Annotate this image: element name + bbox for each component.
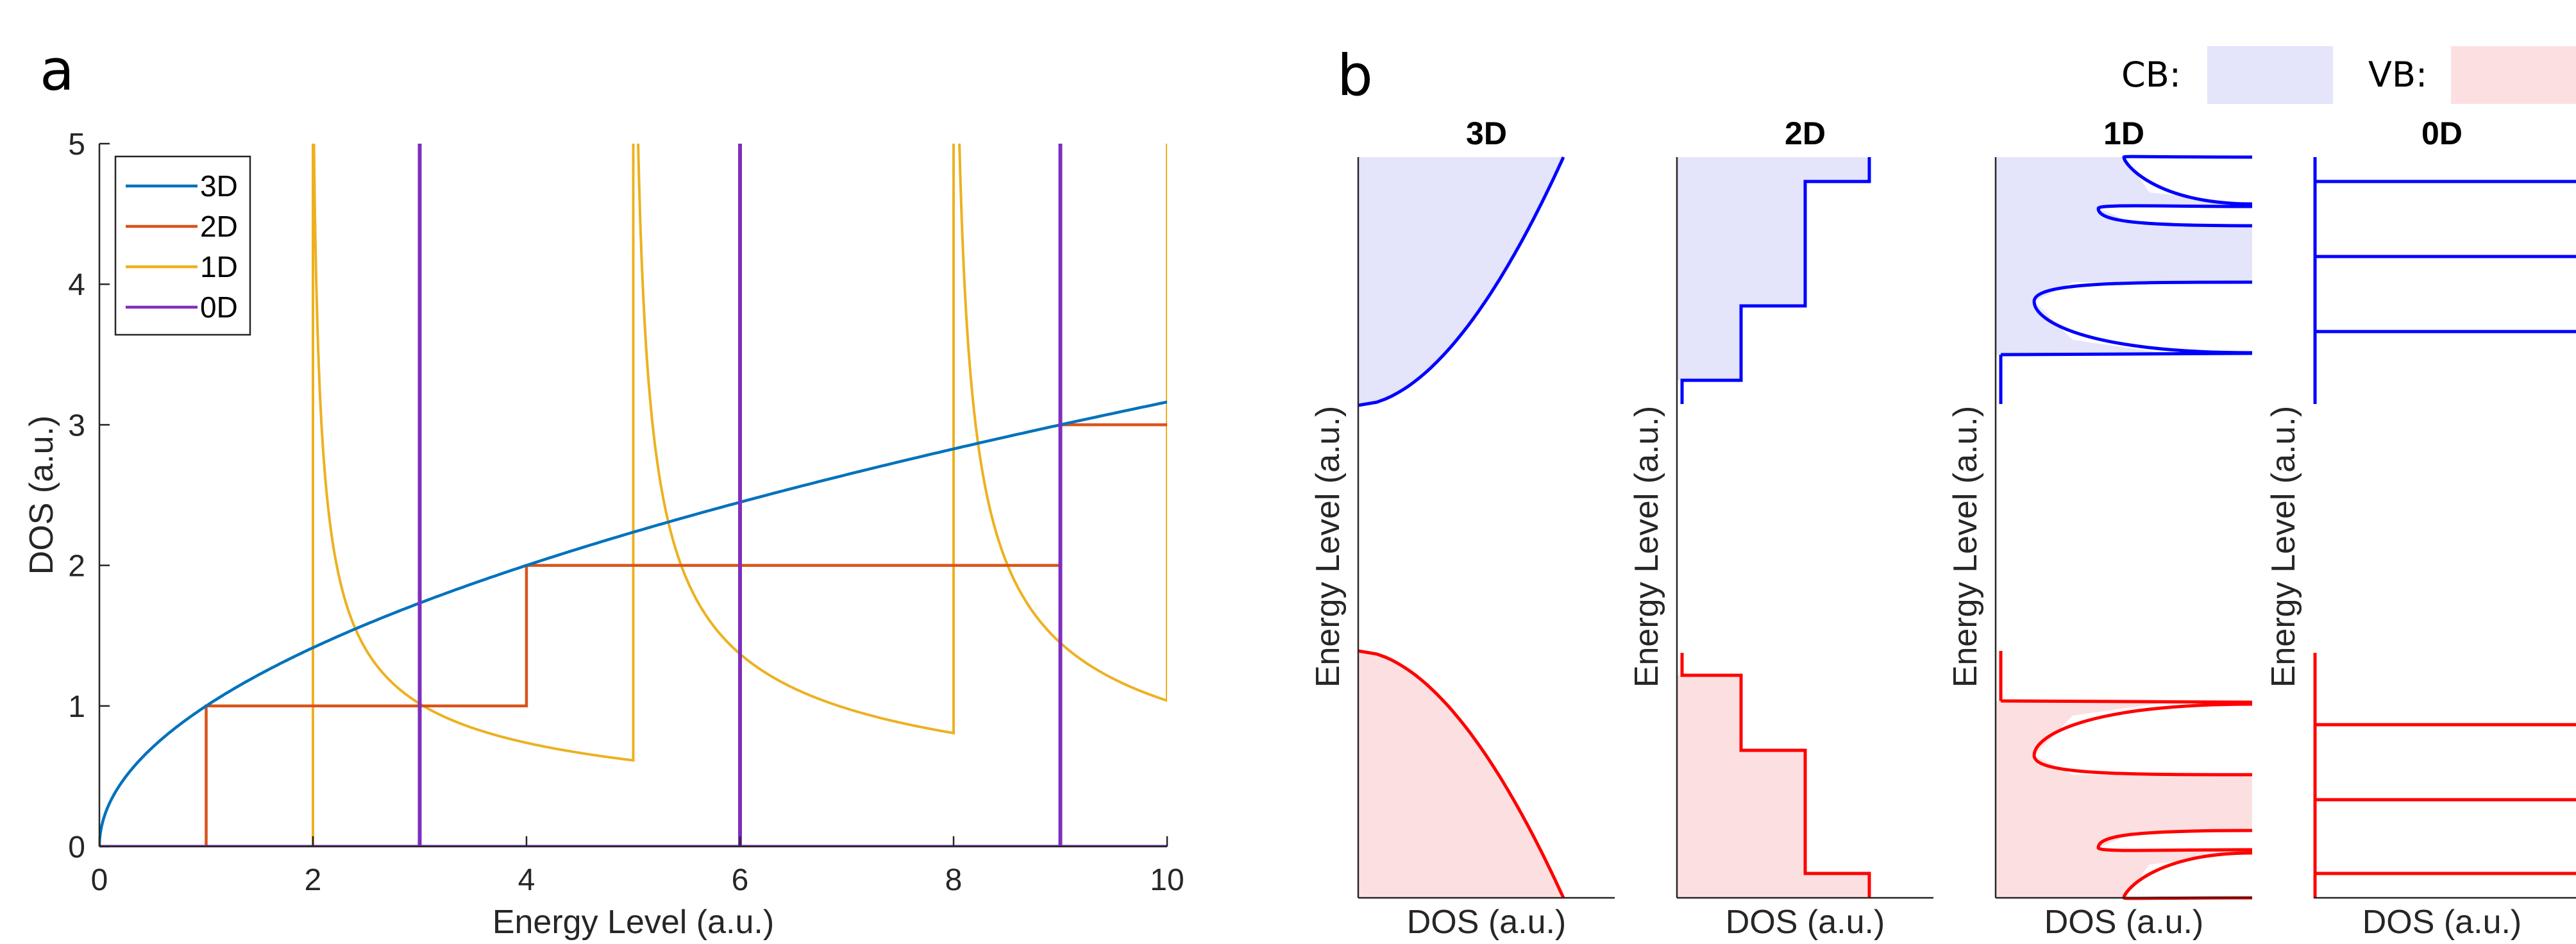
vb-dos-curve	[2032, 702, 2253, 777]
vb-fill	[1677, 675, 1869, 898]
y-tick-label: 4	[68, 268, 85, 302]
vb-fill	[1996, 701, 2252, 898]
series-3d-line	[99, 400, 1167, 847]
legend-label-3d: 3D	[200, 169, 238, 203]
x-tick-label: 0	[91, 863, 108, 897]
cb-dos-curve	[2032, 280, 2253, 355]
subplot-x-label: DOS (a.u.)	[1407, 904, 1567, 941]
x-tick-label: 8	[945, 863, 963, 897]
subplot-y-label: Energy Level (a.u.)	[1628, 406, 1665, 687]
panel-a-axes: 0 2 4 6 8 10 0 1 2 3 4 5 Energy Level (a.u.) DOS (a.u…	[23, 128, 1184, 941]
cb-fill	[1996, 157, 2252, 355]
y-tick-label: 5	[68, 128, 85, 162]
vb-dos-curve	[2000, 699, 2253, 704]
vb-legend-label: VB:	[2368, 55, 2427, 95]
panel-b-letter: b	[1337, 42, 1373, 108]
cb-legend-swatch	[2207, 46, 2333, 104]
panel-b-charts: 3D DOS (a.u.) Energy Level (a.u.) 2D DOS (a.…	[1309, 115, 2576, 941]
y-tick-label: 0	[68, 830, 85, 864]
x-axis-label: Energy Level (a.u.)	[492, 904, 774, 941]
panel-b-subplot-0d: 0D DOS (a.u.) Energy Level (a.u.)	[2265, 115, 2576, 941]
y-axis-label: DOS (a.u.)	[23, 416, 60, 575]
panel-a-legend: 3D 2D 1D 0D	[114, 155, 251, 336]
vb-fill	[1358, 651, 1563, 898]
legend-label-2d: 2D	[200, 210, 238, 243]
vb-dos-curve	[2096, 829, 2253, 852]
cb-dos-curve	[2096, 204, 2253, 228]
cb-fill	[1677, 157, 1869, 380]
y-tick-label: 1	[68, 690, 85, 724]
panel-a-chart: 0 2 4 6 8 10 0 1 2 3 4 5 Energy Level (a.u.) DOS (a.u…	[23, 128, 1184, 941]
subplot-y-label: Energy Level (a.u.)	[2265, 406, 2302, 687]
legend-label-0d: 0D	[200, 291, 238, 324]
subplot-x-label: DOS (a.u.)	[1726, 904, 1885, 941]
vb-dos-curve	[1358, 649, 1565, 899]
x-tick-label: 6	[732, 863, 749, 897]
series-1d-line	[312, 144, 1167, 847]
cb-dos-curve	[2122, 155, 2253, 206]
cb-dos-curve	[1358, 156, 1565, 407]
x-tick-label: 2	[305, 863, 322, 897]
vb-dos-curve	[1680, 653, 1871, 898]
x-tick-label: 4	[518, 863, 535, 897]
x-tick-label: 10	[1150, 863, 1184, 897]
legend-label-1d: 1D	[200, 250, 238, 283]
cb-dos-curve	[2000, 351, 2253, 357]
cb-dos-curve	[1680, 157, 1871, 404]
panel-b-subplot-1d: 1D DOS (a.u.) Energy Level (a.u.)	[1947, 115, 2253, 941]
subplot-title: 0D	[2421, 115, 2462, 151]
y-tick-label: 2	[68, 550, 85, 584]
panel-b-subplot-3d: 3D DOS (a.u.) Energy Level (a.u.)	[1309, 115, 1615, 941]
cb-fill	[1358, 157, 1563, 405]
panel-b-subplot-2d: 2D DOS (a.u.) Energy Level (a.u.)	[1628, 115, 1933, 941]
subplot-y-label: Energy Level (a.u.)	[1947, 406, 1984, 687]
subplot-title: 3D	[1466, 115, 1507, 151]
cb-legend-label: CB:	[2121, 55, 2181, 95]
subplot-y-label: Energy Level (a.u.)	[1309, 406, 1347, 687]
subplot-x-label: DOS (a.u.)	[2362, 904, 2522, 941]
subplot-title: 2D	[1785, 115, 1826, 151]
subplot-x-label: DOS (a.u.)	[2044, 904, 2204, 941]
subplot-title: 1D	[2103, 115, 2144, 151]
panel-a-letter: a	[40, 37, 74, 103]
y-tick-label: 3	[68, 409, 85, 442]
panel-a-series-group	[99, 144, 1167, 847]
vb-legend-swatch	[2451, 46, 2576, 104]
